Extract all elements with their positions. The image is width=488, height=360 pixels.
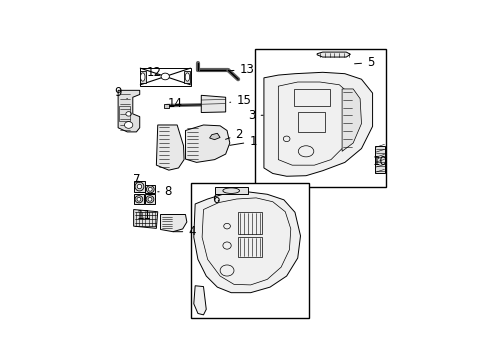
Text: 12: 12 [146,66,162,79]
Bar [140,68,191,86]
Polygon shape [118,90,140,132]
Ellipse shape [137,197,141,201]
Polygon shape [193,192,300,293]
Polygon shape [264,72,372,176]
Ellipse shape [135,182,143,191]
Ellipse shape [137,184,142,189]
Text: 2: 2 [225,128,243,141]
Polygon shape [317,52,350,57]
Polygon shape [342,89,361,151]
Text: 6: 6 [211,193,219,206]
Polygon shape [160,215,186,232]
Ellipse shape [148,187,152,191]
Ellipse shape [148,197,152,201]
Bar [140,71,145,83]
Polygon shape [144,194,155,204]
Ellipse shape [124,122,133,128]
Polygon shape [214,187,247,194]
Polygon shape [185,125,229,162]
Polygon shape [375,146,384,174]
Ellipse shape [135,195,142,203]
Text: 11: 11 [136,208,151,221]
Text: 15: 15 [229,94,250,107]
Text: 8: 8 [158,185,172,198]
Bar [238,212,261,234]
Ellipse shape [146,186,154,193]
Polygon shape [133,210,158,228]
Bar [297,112,325,132]
Ellipse shape [161,73,169,80]
Text: 14: 14 [168,97,183,110]
Text: 4: 4 [173,225,195,238]
Ellipse shape [125,112,131,116]
Bar [191,183,308,318]
Polygon shape [145,185,155,193]
Text: 5: 5 [354,56,374,69]
Text: 9: 9 [114,86,127,99]
Text: 13: 13 [229,63,254,76]
Text: 3: 3 [248,109,263,122]
Bar [254,49,386,187]
Bar [163,104,169,108]
Ellipse shape [185,73,189,81]
Ellipse shape [140,73,145,81]
Polygon shape [156,125,183,170]
Polygon shape [201,95,225,112]
Bar [184,71,190,83]
Text: 1: 1 [229,135,256,148]
Polygon shape [134,194,143,204]
Bar [238,237,261,257]
Bar [119,105,130,121]
Ellipse shape [146,195,154,203]
Polygon shape [193,286,206,315]
Polygon shape [134,181,144,192]
Polygon shape [209,133,220,140]
Text: 7: 7 [132,172,140,185]
Bar [293,89,329,105]
Text: 10: 10 [372,154,386,167]
